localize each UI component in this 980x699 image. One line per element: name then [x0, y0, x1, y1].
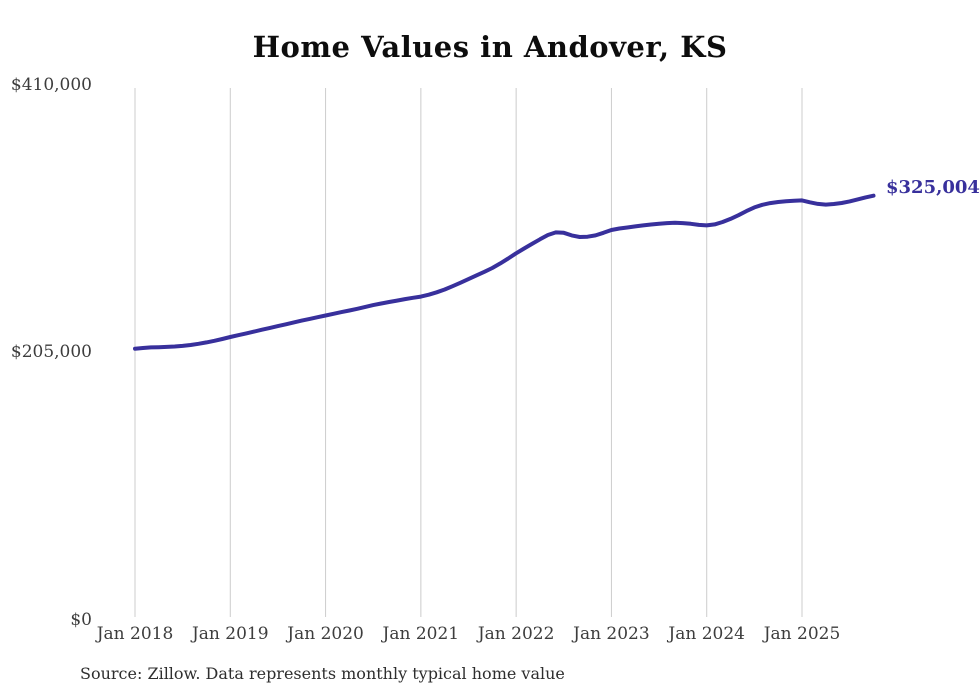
x-axis-label-jan-2020: Jan 2020	[287, 624, 364, 644]
y-axis-label-205000: $205,000	[10, 342, 92, 362]
y-axis-label-0: $0	[70, 610, 92, 630]
chart-title: Home Values in Andover, KS	[252, 30, 728, 64]
x-axis-label-jan-2022: Jan 2022	[477, 624, 555, 644]
x-axis-label-jan-2025: Jan 2025	[763, 624, 841, 644]
y-axis-label-410000: $410,000	[10, 75, 92, 95]
x-axis-label-jan-2019: Jan 2019	[191, 624, 269, 644]
x-axis-label-jan-2023: Jan 2023	[573, 624, 650, 644]
x-axis-label-jan-2018: Jan 2018	[96, 624, 174, 644]
source-note: Source: Zillow. Data represents monthly …	[80, 664, 565, 683]
end-value-label: $325,004	[886, 177, 980, 198]
x-axis-label-jan-2021: Jan 2021	[382, 624, 460, 644]
x-axis-label-jan-2024: Jan 2024	[668, 624, 745, 644]
home-value-line	[133, 193, 876, 351]
